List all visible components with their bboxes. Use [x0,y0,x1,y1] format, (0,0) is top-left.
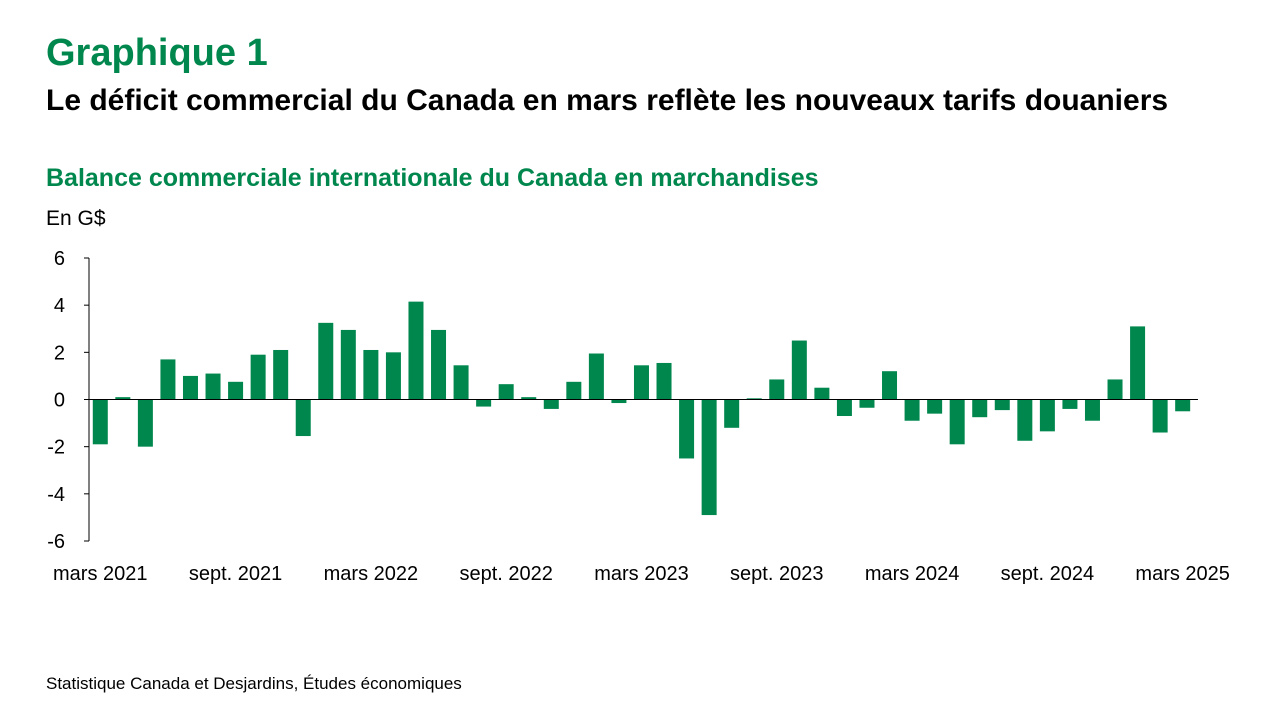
x-tick-label: mars 2023 [594,563,689,585]
bar-2024-10 [1062,399,1078,409]
bar-2024-08 [1017,399,1033,441]
bar-2024-11 [1084,399,1100,421]
x-tick-label: sept. 2022 [459,563,552,585]
bar-2021-05 [137,399,153,447]
bar-2021-04 [115,397,131,400]
y-tick-label: -6 [47,531,65,553]
x-tick-label: mars 2022 [324,563,419,585]
bar-2023-01 [588,353,604,400]
bar-2022-06 [431,329,447,400]
y-tick-label: 2 [54,342,65,364]
x-axis-ticks: mars 2021 sept. 2021 mars 2022 sept. 2022 ma… [53,563,1230,585]
bar-2024-07 [994,399,1010,411]
bar-2022-12 [566,381,582,400]
source-note: Statistique Canada et Desjardins, Études… [46,674,462,693]
bar-2021-08 [205,373,221,400]
x-tick-label: mars 2021 [53,563,148,585]
bar-2023-03 [633,365,649,400]
bar-2022-01 [318,322,334,400]
bar-2023-08 [746,398,762,400]
bar-2023-10 [791,340,807,400]
bar-2023-06 [701,399,717,516]
bar-2021-03 [92,399,108,445]
bar-2023-12 [836,399,852,417]
bar-2021-06 [160,359,176,400]
bar-2025-03 [1175,399,1191,412]
bar-2024-09 [1039,399,1055,432]
x-tick-label: sept. 2024 [1001,563,1094,585]
bar-2024-01 [859,399,875,408]
bar-2023-04 [656,362,672,400]
x-tick-label: sept. 2023 [730,563,823,585]
bar-2023-02 [611,399,627,404]
bar-2023-07 [724,399,740,428]
bar-2024-03 [904,399,920,421]
bar-2021-09 [228,381,244,400]
bars-group [92,301,1191,516]
bar-2023-09 [769,379,785,400]
y-axis-ticks: 6 4 2 0 -2 -4 -6 [47,248,89,553]
bar-2022-03 [363,349,379,400]
x-tick-label: mars 2024 [865,563,960,585]
chart-title: Le déficit commercial du Canada en mars … [46,84,1169,117]
bar-2022-09 [498,384,514,400]
bar-2024-04 [927,399,943,414]
bar-2024-02 [882,371,898,400]
bar-2022-11 [543,399,559,409]
chart-kicker: Graphique 1 [46,32,268,74]
y-tick-label: -4 [47,484,65,506]
bar-2022-10 [521,397,537,400]
bar-2023-11 [814,387,830,400]
bar-2021-12 [295,399,311,437]
y-axis-unit-label: En G$ [46,207,106,230]
bar-2022-04 [385,352,401,400]
bar-2021-07 [182,375,198,400]
bar-2022-05 [408,301,424,400]
bar-2024-12 [1107,379,1123,400]
bar-2024-05 [949,399,965,445]
y-tick-label: 0 [54,390,65,412]
bar-2024-06 [972,399,988,418]
bar-2023-05 [679,399,695,459]
bar-2025-01 [1130,326,1146,400]
bar-2022-08 [476,399,492,407]
bar-2021-11 [273,349,289,400]
bar-2025-02 [1152,399,1168,433]
chart-subtitle: Balance commerciale internationale du Ca… [46,164,819,192]
x-tick-label: sept. 2021 [189,563,282,585]
bar-chart: 6 4 2 0 -2 -4 -6 mars 2021 sept. 2021 mars 2022 s… [47,248,1230,585]
y-tick-label: 6 [54,248,65,270]
x-tick-label: mars 2025 [1135,563,1230,585]
bar-2021-10 [250,354,266,400]
bar-2022-07 [453,365,469,400]
y-tick-label: -2 [47,437,65,459]
y-tick-label: 4 [54,295,65,317]
bar-2022-02 [340,329,356,400]
